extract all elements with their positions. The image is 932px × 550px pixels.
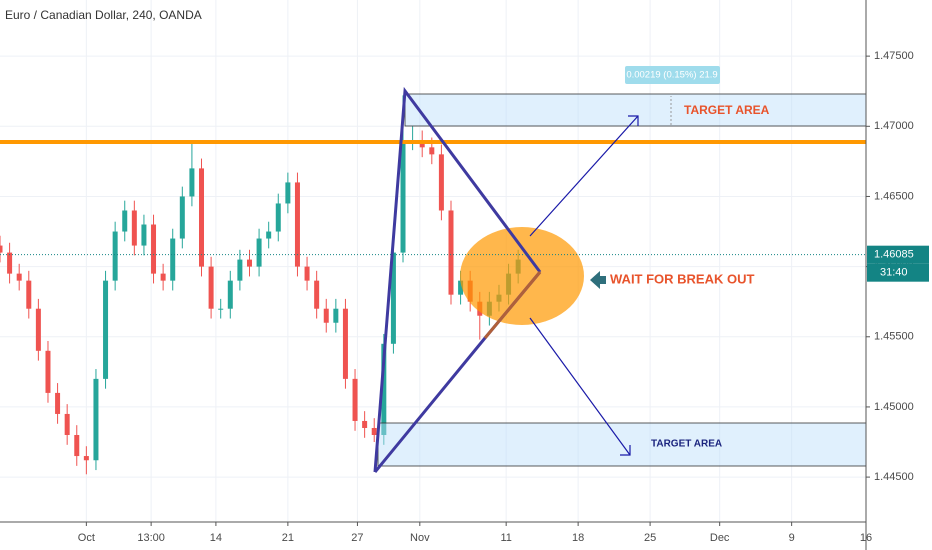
candle-body [294,182,300,267]
measure-box [625,66,720,84]
candle-body [55,392,61,414]
target-box-top [404,93,867,127]
candle-body [400,140,406,253]
candle-body [438,154,444,211]
y-tick-label: 1.45000 [874,401,914,413]
arrow-down-head [620,445,631,456]
y-tick-label: 1.47500 [874,50,914,62]
triangle-upper [373,86,542,473]
candle-body [323,308,329,323]
breakout-pointer [590,271,606,289]
last-price-label: 1.46085 [874,249,914,261]
candle-body [179,196,185,239]
chart-title: Euro / Canadian Dollar, 240, OANDA [5,8,202,22]
candle-body [275,203,281,232]
time-axis [0,522,866,550]
candle-body [170,238,176,281]
candle-body [237,259,243,281]
y-tick-label: 1.46500 [874,190,914,202]
measure-label: 0.00219 (0.15%) 21.9 [626,70,717,81]
candle-body [246,259,252,267]
candle-body [112,231,118,281]
candle-body [7,252,13,274]
candle-body [227,280,233,309]
candle-body [189,168,195,197]
x-tick-label: Nov [410,532,430,544]
breakout-zone [460,227,584,325]
candle-body [362,420,368,428]
axes: 1.445001.450001.455001.460001.465001.470… [78,50,929,544]
candle-body [74,435,80,457]
candle-body [458,280,464,295]
candle-body [141,224,147,246]
candle-body [160,273,166,281]
candle-body [390,252,396,344]
candle-body [218,308,224,310]
countdown-box [867,263,929,282]
arrow-down [529,317,631,456]
x-tick-label: 27 [351,532,363,544]
candle-body [208,266,214,309]
candle-body [35,308,41,351]
triangle-lower-end [483,271,542,339]
candle-body [83,456,89,461]
y-tick-label: 1.44500 [874,471,914,483]
candle-body [26,280,32,309]
last-price-box [867,245,929,264]
candle-body [266,231,272,239]
candle-body [304,266,310,281]
candle-body [314,280,320,309]
candle-body [381,343,387,435]
candle-body [342,308,348,379]
arrow-up [529,115,639,237]
x-tick-label: 21 [282,532,294,544]
y-tick-label: 1.45500 [874,331,914,343]
candle-body [285,182,291,204]
candle-body [352,378,358,421]
candle-body [93,378,99,461]
target-bottom-label: TARGET AREA [651,439,722,450]
candle-body [333,308,339,323]
candle-body [429,147,435,155]
arrow-up-head [628,115,639,126]
candle-body [199,168,205,267]
x-tick-label: 9 [789,532,795,544]
x-tick-label: 14 [210,532,222,544]
candle-body [45,350,51,393]
x-tick-label: 25 [644,532,656,544]
candle-body [151,224,157,274]
candle-body [64,413,70,435]
candle-body [131,210,137,246]
candle-body [122,210,128,232]
candle-body [16,273,22,281]
x-tick-label: 18 [572,532,584,544]
drawings: 0.00219 (0.15%) 21.9 TARGET AREA TARGET … [0,66,867,473]
y-tick-label: 1.47000 [874,120,914,132]
x-tick-label: Oct [78,532,95,544]
candle-body [448,210,454,295]
candle-body [371,427,377,435]
target-top-label: TARGET AREA [684,103,770,117]
x-tick-label: 16 [860,532,872,544]
candle-body [256,238,262,267]
x-tick-label: 13:00 [137,532,165,544]
candle-body [103,280,109,379]
countdown-label: 31:40 [880,267,908,279]
breakout-label: WAIT FOR BREAK OUT [610,271,754,286]
x-tick-label: 11 [500,532,511,544]
x-tick-label: Dec [710,532,730,544]
candle-body [0,245,3,253]
